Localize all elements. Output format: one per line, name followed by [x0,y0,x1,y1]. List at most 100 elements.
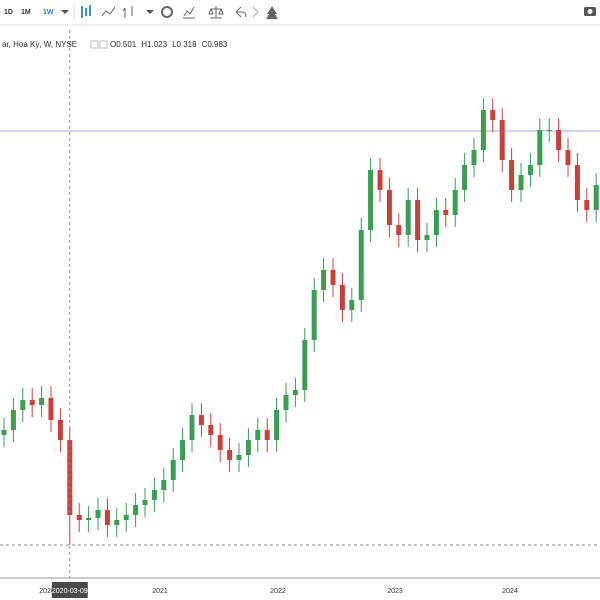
interval-1w[interactable]: 1W [43,9,54,16]
candle-body [189,415,195,440]
candle-body [574,165,580,200]
symbol-label: ar, Hoa Kỳ, W, NYSE [2,40,77,49]
redo-icon[interactable] [252,6,259,18]
candle-body [302,340,308,390]
candle-body [499,120,505,160]
candle-body [67,440,73,515]
candle-body [330,270,336,285]
undo-icon[interactable] [235,6,247,18]
candle-body [415,200,421,240]
candle-body [584,200,590,210]
candle-body [368,170,374,230]
candles-icon[interactable] [81,5,91,18]
candle-body [255,430,261,440]
candle-body [452,190,458,215]
candle-body [39,398,45,405]
legend-icon[interactable] [99,40,108,49]
candle-body [377,170,383,190]
candle-body [180,440,186,460]
legend-icon[interactable] [90,40,99,49]
candle-body [593,185,599,210]
candle-body [264,430,270,440]
candle-body [142,500,148,505]
crosshair-label: 2020-03-09 [52,588,88,595]
candle-body [443,210,449,215]
ohlc-label: O [110,40,116,49]
candle-body [546,130,552,131]
candle-body [123,515,129,520]
candle-body [86,518,92,520]
x-tick-label: 2024 [502,588,518,595]
plot [0,30,600,578]
toolbar: 1D 1M 1W [0,0,600,26]
line-icon[interactable] [101,6,116,17]
candle-body [527,165,533,175]
candle-body [283,395,289,410]
candle-body [311,290,317,340]
crosshair-label-bg [51,582,88,598]
candle-body [537,130,543,165]
camera-lens [587,9,593,14]
compare-dropdown[interactable] [146,10,154,14]
candle-body [274,410,280,440]
candle-body [556,130,562,150]
candle-body [57,420,63,440]
candle-body [208,425,214,435]
x-tick-label: 2020 [39,588,55,595]
scale-icon[interactable] [208,6,224,19]
candle-body [386,190,392,225]
candle-body [198,415,204,425]
time-axis: 2020 2021 2022 2023 2024 2020-03-09 [0,577,600,600]
legend: ar, Hoa Kỳ, W, NYSE O0.501 H1.023 L0.318 C0… [2,40,228,49]
settings-icon[interactable] [161,6,173,18]
candle-body [349,300,355,310]
x-tick-label: 2021 [152,588,168,595]
candle-body [358,230,364,300]
candle-body [236,455,242,460]
x-tick-label: 2022 [270,588,286,595]
ohlc-value: 0.501 [116,40,137,49]
candle-body [1,430,7,435]
candle-body [161,480,167,490]
candle-body [424,235,430,240]
candle-body [20,400,26,410]
candle-body [114,520,120,525]
indicators-icon[interactable] [183,6,195,19]
candle-body [29,400,35,405]
candle-body [292,390,298,395]
toolbar-bg [0,0,600,25]
ohlc-label: L [172,40,177,49]
candle-body [433,210,439,235]
ohlc-value: 1.023 [147,40,168,49]
ohlc-value: 0.983 [207,40,228,49]
candle-body [217,435,223,450]
tree-icon[interactable] [266,6,278,19]
candle-body [133,505,139,515]
candle-body [490,110,496,120]
candle-body [471,150,477,165]
interval-1d[interactable]: 1D [4,9,13,16]
ohlc-label: H [141,40,147,49]
interval-dropdown[interactable] [61,10,69,14]
axis-bg [0,578,600,600]
candle-body [518,175,524,190]
candle-body [245,440,251,455]
candle-body [76,515,82,520]
compare-icon[interactable] [122,6,133,18]
x-tick-label: 2023 [387,588,403,595]
candle-body [405,200,411,235]
candle-body [462,165,468,190]
candle-body [480,110,486,150]
interval-1m[interactable]: 1M [21,9,31,16]
candle-body [396,225,402,235]
candle-body [104,510,110,525]
candle-body [339,285,345,310]
candle-body [10,410,16,430]
candle-body [95,510,101,518]
ohlc-value: 0.318 [177,40,198,49]
candle-body [227,450,233,460]
ohlc-values: O0.501 H1.023 L0.318 C0.983 [110,40,228,49]
candle-body [170,460,176,480]
